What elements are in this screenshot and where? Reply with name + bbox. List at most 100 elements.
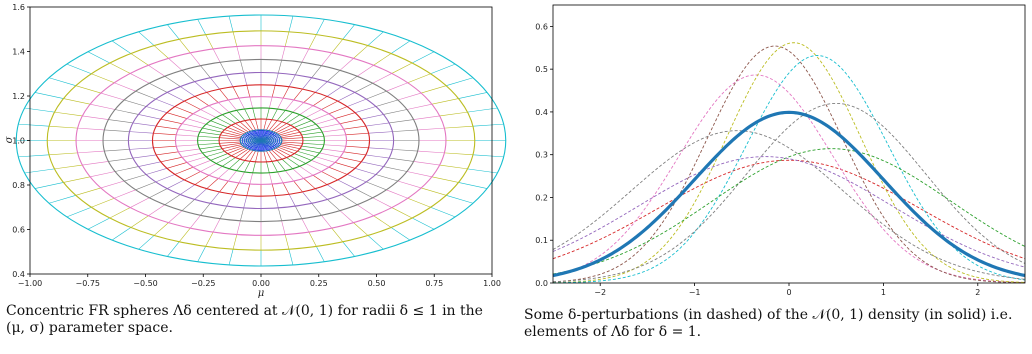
sphere-lines bbox=[15, 14, 507, 267]
sphere-spoke bbox=[293, 88, 303, 101]
sphere-spoke bbox=[249, 172, 254, 185]
y-tick-label: 0.1 bbox=[535, 236, 548, 245]
sphere-spoke bbox=[104, 129, 130, 132]
sphere-spoke bbox=[130, 53, 149, 66]
sphere-spoke bbox=[406, 103, 432, 110]
sphere-spoke bbox=[229, 158, 241, 169]
sphere-spoke bbox=[311, 160, 329, 168]
sphere-spoke bbox=[386, 189, 408, 199]
sphere-spoke bbox=[243, 73, 248, 86]
sphere-spoke bbox=[176, 144, 199, 147]
sphere-spoke bbox=[274, 73, 279, 86]
sphere-spoke bbox=[130, 73, 150, 84]
sphere-spoke bbox=[293, 180, 303, 193]
sphere-spoke bbox=[226, 194, 234, 207]
sphere-spoke bbox=[164, 75, 181, 87]
y-tick-label: 1.4 bbox=[12, 48, 25, 57]
sphere-spoke bbox=[114, 109, 139, 115]
sphere-spoke bbox=[206, 178, 219, 189]
sphere-spoke bbox=[210, 77, 220, 90]
sphere-spoke bbox=[365, 122, 390, 127]
sphere-spoke bbox=[321, 171, 338, 181]
sphere-spoke bbox=[199, 145, 221, 150]
sphere-spoke bbox=[244, 133, 262, 141]
sphere-spoke bbox=[367, 31, 384, 46]
sphere-spoke bbox=[288, 194, 296, 207]
sphere-spoke bbox=[241, 136, 262, 141]
sphere-spoke bbox=[341, 75, 358, 87]
sphere-spoke bbox=[189, 215, 201, 229]
sphere-spoke bbox=[135, 181, 156, 191]
sphere-spoke bbox=[232, 234, 238, 250]
sphere-spoke bbox=[114, 166, 139, 172]
sphere-spoke bbox=[375, 99, 398, 107]
sphere-spoke bbox=[285, 170, 294, 182]
sphere-spoke bbox=[281, 158, 293, 169]
sphere-spoke bbox=[268, 120, 278, 131]
sphere-spoke bbox=[109, 62, 131, 74]
sphere-spoke bbox=[226, 74, 234, 87]
sphere-spoke bbox=[354, 188, 373, 199]
sphere-spoke bbox=[316, 19, 325, 35]
sphere-spoke bbox=[108, 119, 133, 124]
sphere-spoke bbox=[255, 151, 259, 162]
sphere-spoke bbox=[341, 194, 358, 206]
sphere-spoke bbox=[200, 203, 211, 216]
sphere-spoke bbox=[193, 113, 211, 121]
sphere-spoke bbox=[194, 188, 207, 200]
sphere-spoke bbox=[100, 92, 125, 101]
sphere-spoke bbox=[178, 128, 200, 133]
sphere-spoke bbox=[252, 108, 256, 120]
sphere-spoke bbox=[407, 73, 431, 84]
sphere-spoke bbox=[198, 143, 220, 146]
sphere-spoke bbox=[244, 120, 254, 131]
sphere-spoke bbox=[290, 117, 306, 126]
x-tick-label: −1 bbox=[689, 288, 701, 297]
sphere-spoke bbox=[197, 19, 206, 35]
sphere-spoke bbox=[205, 34, 214, 50]
sphere-spoke bbox=[319, 152, 341, 158]
x-tick-label: 0.00 bbox=[252, 279, 270, 288]
sphere-spoke bbox=[284, 234, 290, 250]
sphere-spoke bbox=[278, 207, 282, 221]
sphere-spoke bbox=[303, 92, 316, 103]
sphere-spoke bbox=[260, 138, 282, 141]
left-caption: Concentric FR spheres Λδ centered at 𝒩(0… bbox=[6, 303, 483, 336]
sphere-spoke bbox=[149, 188, 168, 199]
sphere-spoke bbox=[345, 132, 369, 136]
sphere-spoke bbox=[232, 86, 240, 99]
x-tick-label: 1.00 bbox=[483, 279, 501, 288]
x-tick-label: −0.75 bbox=[75, 279, 100, 288]
sphere-spoke bbox=[346, 98, 367, 107]
sphere-spoke bbox=[87, 51, 110, 64]
sphere-spoke bbox=[319, 123, 341, 129]
sphere-spoke bbox=[276, 110, 286, 121]
sphere-spoke bbox=[467, 168, 498, 174]
sphere-spoke bbox=[193, 160, 211, 168]
sphere-spoke bbox=[390, 40, 411, 54]
sphere-spoke bbox=[357, 204, 374, 216]
sphere-spoke bbox=[24, 168, 55, 174]
sphere-spoke bbox=[104, 149, 130, 152]
sphere-spoke bbox=[321, 100, 338, 110]
sphere-spoke bbox=[281, 137, 303, 140]
sphere-spoke bbox=[467, 107, 498, 113]
x-tick-label: −2 bbox=[594, 288, 606, 297]
sphere-spoke bbox=[160, 156, 183, 163]
sphere-spoke bbox=[206, 92, 219, 103]
sphere-spoke bbox=[297, 150, 317, 158]
sphere-spoke bbox=[288, 249, 294, 266]
sphere-spoke bbox=[138, 235, 155, 250]
sphere-spoke bbox=[280, 131, 300, 137]
sphere-spoke bbox=[275, 147, 291, 156]
y-tick-label: 1.0 bbox=[12, 137, 25, 146]
sphere-spoke bbox=[138, 161, 161, 167]
sphere-spoke bbox=[326, 86, 342, 97]
density-plot: −2 −1 0 1 2 0.0 0.1 0.2 0.3 0.4 0.5 0.6 bbox=[535, 4, 1026, 297]
sphere-spoke bbox=[303, 178, 316, 189]
right-caption: Some δ-perturbations (in dashed) of the … bbox=[524, 307, 1013, 340]
sphere-spoke bbox=[383, 109, 408, 115]
sphere-spoke bbox=[412, 51, 435, 64]
sphere-spoke bbox=[273, 148, 287, 158]
sphere-ring bbox=[218, 118, 304, 163]
